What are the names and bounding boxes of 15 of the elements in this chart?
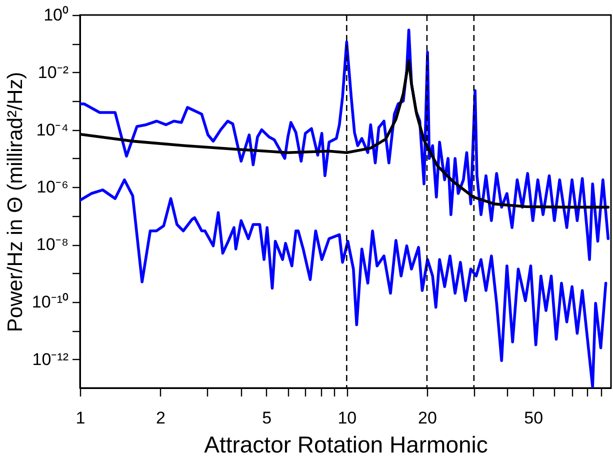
y-tick-label: 10⁻²: [38, 62, 69, 82]
y-axis-title: Power/Hz in Θ (millirad²/Hz): [4, 72, 27, 332]
x-tick-label: 50: [524, 408, 544, 428]
y-tick-label: 10⁻⁶: [36, 178, 68, 197]
x-tick-label: 10: [338, 408, 357, 428]
y-tick-label: 10⁻¹⁰: [32, 292, 68, 312]
x-tick-label: 5: [262, 408, 272, 428]
x-tick-label: 1: [76, 408, 86, 428]
y-tick-label: 10⁻⁴: [36, 120, 68, 140]
y-tick-label: 10⁻¹²: [32, 350, 69, 369]
y-tick-label: 10⁰: [44, 6, 68, 24]
y-tick-label: 10⁻⁸: [36, 235, 68, 254]
x-tick-label: 2: [156, 408, 166, 428]
x-axis-title: Attractor Rotation Harmonic: [204, 432, 488, 458]
x-tick-label: 20: [418, 408, 437, 428]
